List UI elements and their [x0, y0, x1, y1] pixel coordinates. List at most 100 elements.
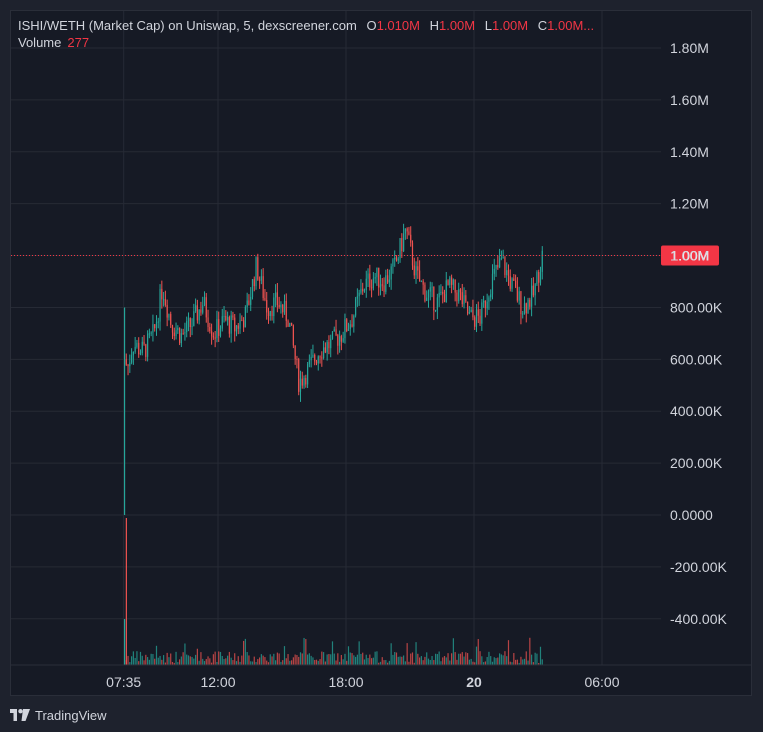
candle-body	[410, 234, 412, 243]
candle-body	[129, 362, 131, 367]
candle-body	[307, 364, 309, 385]
y-tick-label: -400.00K	[670, 611, 727, 627]
volume-bar	[531, 654, 533, 665]
volume-bar	[179, 659, 181, 665]
volume-bar	[259, 657, 261, 665]
volume-bar	[269, 654, 271, 665]
volume-bar	[467, 653, 469, 665]
volume-bar	[392, 654, 394, 665]
tradingview-logo[interactable]: TradingView	[10, 706, 107, 724]
volume-bar	[474, 662, 476, 665]
candle-body	[388, 279, 390, 283]
volume-bar	[374, 651, 376, 665]
candle-body	[180, 333, 182, 344]
candle-body	[539, 271, 542, 283]
volume-bar	[127, 655, 129, 665]
candle-body	[235, 325, 238, 332]
volume-bar	[427, 658, 430, 665]
volume-bar	[159, 655, 161, 665]
volume-bar	[534, 652, 536, 665]
candle-body	[323, 347, 325, 359]
candle-body	[339, 336, 341, 346]
candle-body	[145, 344, 147, 357]
volume-bar	[454, 652, 456, 665]
candle-body	[125, 359, 127, 365]
candle-body	[315, 361, 318, 364]
volume-bar	[136, 651, 138, 665]
volume-bar	[234, 653, 236, 665]
volume-bar	[173, 662, 175, 665]
candle-body	[148, 333, 150, 335]
volume-bar	[251, 661, 254, 665]
volume-bar	[305, 639, 307, 665]
candle-body	[324, 347, 326, 353]
candle-body	[150, 332, 152, 334]
candle-body	[385, 275, 387, 292]
candle-body	[262, 276, 264, 299]
volume-bar	[189, 656, 191, 665]
candle-body	[234, 317, 236, 332]
volume-bar	[239, 661, 241, 665]
candle-body	[175, 330, 177, 337]
candle-body	[527, 299, 529, 314]
volume-bar	[321, 651, 323, 665]
volume-bar	[538, 662, 540, 665]
candle-body	[266, 300, 268, 313]
chart-legend: ISHI/WETH (Market Cap) on Uniswap, 5, de…	[18, 17, 594, 51]
candle-body	[367, 273, 369, 279]
volume-bar	[420, 656, 422, 665]
candle-body	[298, 359, 300, 392]
candle-body	[319, 356, 321, 358]
candle-body	[417, 266, 419, 271]
volume-bar	[330, 654, 332, 665]
candle-body	[493, 268, 495, 274]
volume-bar	[383, 660, 385, 665]
volume-bar	[445, 657, 447, 665]
symbol-title[interactable]: ISHI/WETH (Market Cap) on Uniswap, 5, de…	[18, 18, 357, 33]
volume-bar	[184, 643, 186, 665]
candle-body	[356, 296, 358, 299]
candle-body	[314, 354, 316, 362]
x-tick-label: 06:00	[584, 674, 619, 690]
candle-body	[516, 286, 518, 301]
candle-body	[500, 258, 502, 260]
candle-body	[170, 314, 172, 325]
volume-bar	[431, 656, 433, 665]
candle-body	[177, 327, 179, 331]
candle-body	[381, 284, 383, 286]
candle-body	[154, 324, 156, 329]
candle-body	[159, 288, 161, 322]
volume-bar	[342, 659, 344, 665]
candle-body	[282, 304, 284, 313]
volume-bar	[143, 660, 145, 665]
volume-bar	[477, 639, 479, 665]
volume-label: Volume	[18, 35, 62, 50]
volume-bar	[410, 653, 412, 665]
volume-bar	[353, 655, 355, 665]
candle-body	[458, 289, 460, 302]
volume-bar	[289, 660, 291, 665]
volume-bar	[157, 657, 159, 665]
volume-bar	[344, 653, 346, 665]
candle-body	[141, 341, 143, 353]
candle-body	[443, 294, 446, 303]
volume-bar	[335, 660, 337, 665]
candle-body	[163, 299, 165, 301]
volume-bar	[451, 653, 453, 665]
candle-body	[155, 322, 158, 329]
candle-body	[216, 319, 218, 338]
volume-bar	[232, 660, 234, 665]
volume-bar	[479, 651, 481, 665]
candle-body	[292, 325, 294, 346]
y-tick-label: 0.0000	[670, 507, 713, 523]
candle-body	[363, 290, 366, 292]
close-label: C	[537, 18, 548, 33]
volume-bar	[529, 637, 531, 665]
candle-body	[330, 338, 332, 349]
candle-body	[379, 284, 382, 288]
candle-body	[397, 258, 399, 261]
volume-bar	[339, 661, 341, 665]
volume-bar	[497, 657, 499, 665]
candle-body	[351, 324, 353, 327]
